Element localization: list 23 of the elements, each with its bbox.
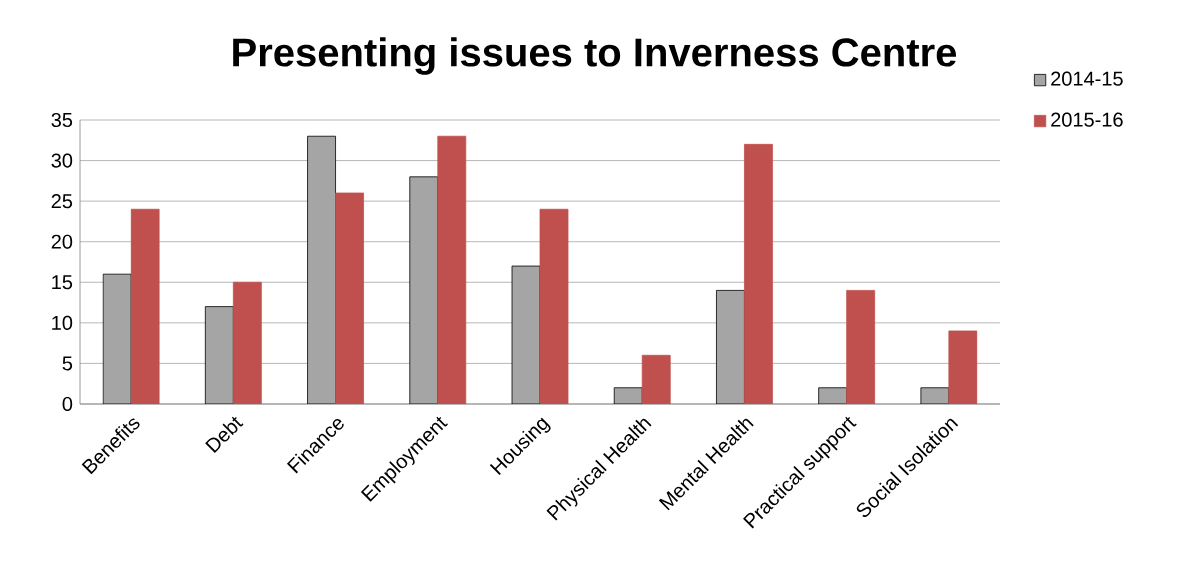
y-tick-label: 30 [51,153,73,168]
bar [539,208,569,404]
y-tick-label: 10 [52,315,73,330]
bar [335,192,364,404]
bar [613,387,643,404]
bar [846,289,876,404]
bar [920,387,950,404]
chart-title: Presenting issues to Inverness Centre [233,37,957,75]
bar [641,354,671,404]
bar [437,135,467,404]
y-tick-label: 15 [52,275,73,290]
bar [232,281,262,404]
y-tick-label: 35 [51,112,73,128]
bar [818,387,848,404]
bar [744,143,773,404]
y-tick-label: 25 [51,194,73,209]
legend-label: 2014-15 [1051,71,1123,86]
y-tick-label: 0 [62,396,73,412]
y-tick-label: 20 [51,234,73,249]
legend-label: 2015-16 [1051,112,1123,127]
y-tick-label: 5 [62,356,73,371]
bar [948,330,978,404]
bar [130,208,160,404]
